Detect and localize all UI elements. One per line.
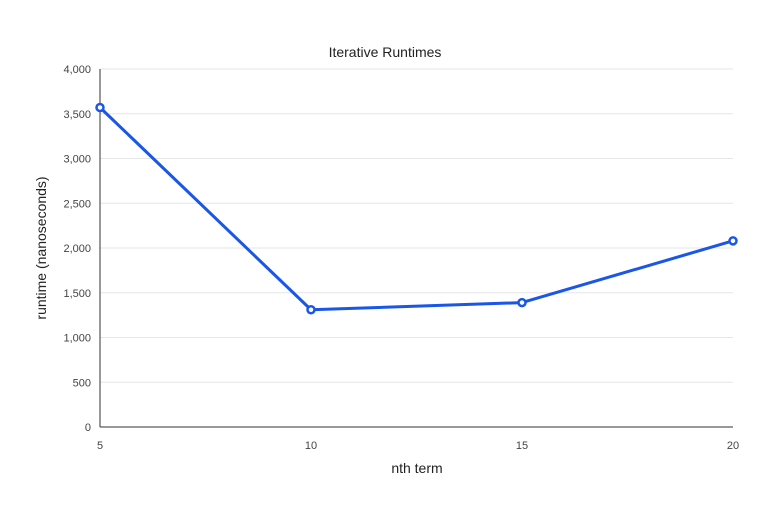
x-tick-label: 10 (305, 440, 317, 452)
y-tick-label: 0 (85, 422, 91, 434)
data-point[interactable] (306, 305, 316, 315)
y-tick-label: 3,000 (63, 154, 91, 166)
y-tick-label: 500 (73, 377, 91, 389)
y-tick-label: 1,500 (63, 288, 91, 300)
x-axis-ticks: 5 10 15 20 (97, 440, 739, 452)
gridlines (100, 68, 733, 383)
y-tick-label: 4,000 (63, 64, 91, 76)
x-axis-label: nth term (391, 460, 442, 476)
x-tick-label: 20 (727, 440, 739, 452)
y-tick-label: 1,000 (63, 333, 91, 345)
y-axis-label: runtime (nanoseconds) (33, 176, 49, 319)
data-point[interactable] (517, 297, 527, 308)
series-layer (95, 102, 738, 315)
x-tick-label: 15 (516, 440, 528, 452)
x-tick-label: 5 (97, 440, 103, 452)
data-point[interactable] (728, 236, 738, 246)
y-tick-label: 2,000 (63, 243, 91, 255)
chart-title: Iterative Runtimes (329, 44, 442, 60)
axes (99, 69, 733, 428)
data-point[interactable] (95, 102, 105, 113)
series-line (98, 105, 735, 312)
y-tick-label: 2,500 (63, 198, 91, 210)
y-tick-label: 3,500 (63, 109, 91, 121)
y-axis-ticks: 0 500 1,000 1,500 2,000 2,500 3,000 3,500 4,000 (63, 64, 91, 434)
